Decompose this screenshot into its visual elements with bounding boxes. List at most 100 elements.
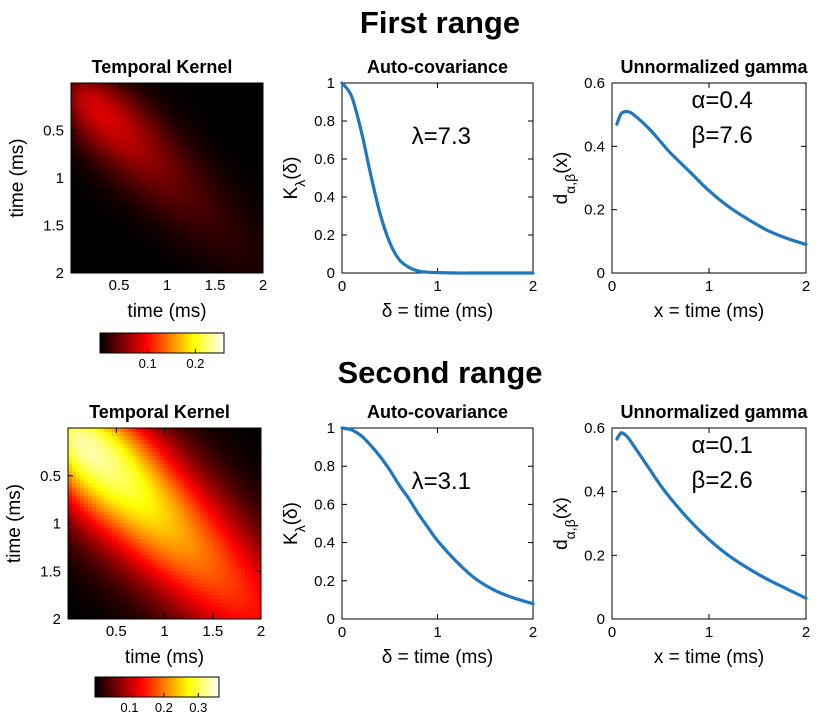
heatmap-cell [119,229,124,234]
heatmap-cell [171,122,176,127]
y-axis-label: dα,β(x) [551,152,578,205]
heatmap-cell [199,189,204,195]
heatmap-cell [168,487,173,493]
heatmap-cell [147,98,152,104]
heatmap-cell [92,571,97,576]
heatmap-cell [80,447,85,453]
heatmap-cell [112,523,117,528]
heatmap-cell [243,257,248,262]
heatmap-cell [152,443,157,449]
heatmap-cell [219,126,224,131]
heatmap-cell [208,507,214,512]
heatmap-cell [244,463,250,469]
heatmap-cell [116,475,121,481]
heatmap-cell [188,451,194,457]
heatmap-cell [131,122,136,127]
heatmap-cell [148,615,153,620]
heatmap-cell [79,166,84,171]
heatmap-cell [255,122,260,127]
heatmap-cell [159,241,164,246]
heatmap-cell [108,475,113,481]
heatmap-cell [220,539,226,544]
heatmap-cell [255,90,260,96]
heatmap-cell [124,443,129,449]
heatmap-cell [191,253,196,258]
heatmap-cell [104,443,109,449]
heatmap-cell [196,483,202,489]
y-axis-label-subscript: λ [292,525,308,532]
heatmap-cell [147,134,152,139]
heatmap-cell [83,83,88,88]
heatmap-cell [255,166,260,171]
heatmap-cell [195,118,200,123]
heatmap-cell [168,523,173,528]
heatmap-cell [204,495,210,501]
heatmap-cell [95,114,100,120]
heatmap-cell [208,435,214,441]
heatmap-cell [152,587,157,592]
heatmap-cell [247,170,252,175]
heatmap-cell [103,197,108,203]
heatmap-cell [164,555,169,560]
heatmap-cell [151,146,156,151]
heatmap-cell [215,142,220,147]
heatmap-cell [147,158,152,163]
heatmap-cell [107,253,112,258]
heatmap-cell [224,527,230,532]
heatmap-cell [204,607,210,612]
heatmap-cell [132,531,137,536]
heatmap-cell [256,499,262,505]
heatmap-cell [227,106,232,112]
heatmap-cell [139,150,144,155]
heatmap-cell [223,229,228,234]
heatmap-cell [199,201,204,207]
heatmap-cell [144,479,149,485]
autocovariance-curve [340,426,535,606]
heatmap-cell [80,527,85,532]
heatmap-cell [208,527,214,532]
heatmap-cell [180,439,186,445]
heatmap-cell [224,428,230,433]
heatmap-cell [187,114,192,120]
heatmap-cell [236,575,242,580]
heatmap-cell [180,519,186,524]
heatmap-cell [208,467,214,473]
heatmap-cell [171,138,176,143]
heatmap-cell [124,603,129,608]
heatmap-cell [139,146,144,151]
heatmap-cell [104,491,109,497]
heatmap-cell [84,515,89,520]
heatmap-cell [191,122,196,127]
heatmap-cell [95,178,100,183]
heatmap-cell [211,265,216,270]
heatmap-cell [100,491,105,497]
heatmap-cell [116,615,121,620]
heatmap-cell [256,467,262,473]
heatmap-cell [144,483,149,489]
heatmap-cell [188,527,194,532]
heatmap-cell [151,221,156,226]
heatmap-cell [120,595,125,600]
heatmap-cell [207,257,212,262]
heatmap-cell [255,118,260,123]
heatmap-cell [151,189,156,195]
heatmap-cell [152,559,157,564]
heatmap-cell [75,150,80,155]
heatmap-cell [119,114,124,120]
heatmap-cell [71,185,76,191]
heatmap-cell [179,197,184,203]
heatmap-cell [152,428,157,433]
heatmap-cell [104,583,109,588]
heatmap-cell [164,547,169,552]
heatmap-cell [256,447,262,453]
heatmap-cell [255,201,260,207]
heatmap-cell [112,475,117,481]
y-tick-label: 1.5 [43,218,64,235]
heatmap-cell [224,483,230,489]
heatmap-cell [116,591,121,596]
heatmap-cell [156,535,161,540]
heatmap-cell [120,559,125,564]
heatmap-cell [244,479,250,485]
heatmap-cell [100,527,105,532]
heatmap-cell [184,487,190,493]
